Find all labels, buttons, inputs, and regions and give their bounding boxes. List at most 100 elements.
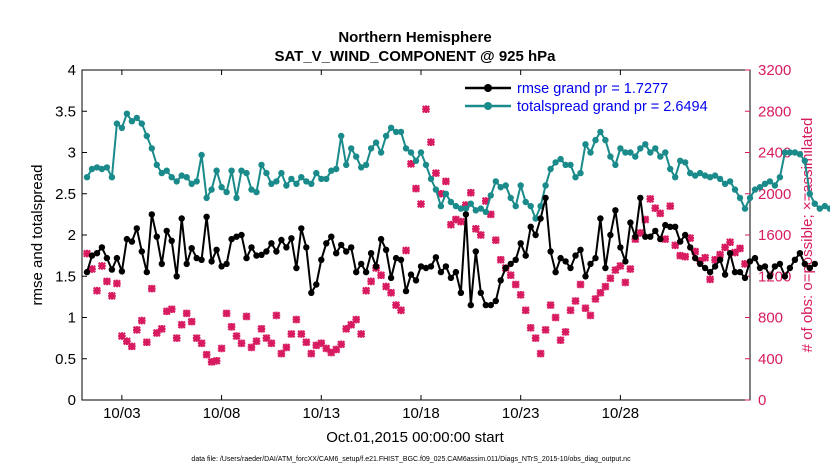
totalspread-point [313,169,320,177]
rmse-point [632,233,639,240]
rmse-point [527,223,534,230]
totalspread-point [432,186,440,193]
totalspread-point [731,186,739,193]
totalspread-point [308,180,315,187]
totalspread-point [517,182,524,189]
obs-point [327,348,336,357]
totalspread-point [617,145,624,152]
obs-point [461,201,470,210]
y-left-tick-label: 3 [68,145,76,162]
y-right-tick-label: 400 [758,351,783,368]
obs-point [107,291,116,300]
totalspread-point [168,174,175,181]
obs-point [282,343,291,352]
rmse-point [308,289,315,296]
totalspread-point [647,149,654,156]
obs-point [302,338,311,347]
totalspread-point [492,178,499,185]
totalspread-point [392,128,400,136]
obs-point [387,288,396,297]
rmse-point [218,263,225,270]
totalspread-point [572,174,579,181]
totalspread-point [123,110,131,117]
rmse-point [736,268,744,276]
rmse-point [313,281,320,288]
totalspread-point [522,198,529,206]
rmse-point [627,219,634,226]
obs-point [367,277,376,286]
rmse-point [522,252,529,259]
obs-point [412,184,420,193]
rmse-point [188,245,195,252]
totalspread-point [273,178,280,185]
obs-point [262,334,271,343]
rmse-point [273,248,280,255]
totalspread-point [746,194,754,202]
totalspread-point [83,174,91,181]
obs-point [531,334,540,343]
totalspread-point [716,175,724,183]
totalspread-point [233,194,240,202]
obs-point [402,246,411,255]
rmse-point [138,248,145,255]
rmse-point [652,227,659,235]
obs-point [322,344,331,353]
rmse-point [706,268,714,276]
obs-point [227,322,236,331]
totalspread-point [442,190,450,197]
obs-point [362,286,371,295]
totalspread-point [706,174,714,181]
obs-point [471,224,480,233]
rmse-point [402,287,410,295]
rmse-point [387,274,395,282]
obs-point [407,159,415,168]
rmse-point [592,254,599,262]
obs-point [566,306,575,315]
totalspread-point [208,186,215,193]
totalspread-point [198,151,205,159]
rmse-point [472,248,479,255]
totalspread-point [148,145,155,152]
obs-point [172,334,181,343]
totalspread-point [602,136,609,144]
totalspread-point [487,192,494,199]
y-right-tick-label: 2000 [758,186,791,203]
obs-point [92,286,101,295]
y-left-tick-label: 0 [68,392,76,409]
obs-point [586,311,595,320]
obs-point [421,105,430,114]
totalspread-point [188,180,195,187]
rmse-point [407,271,415,278]
obs-point [117,332,126,341]
totalspread-point [562,161,569,169]
obs-point [202,350,211,359]
totalspread-point [288,175,295,183]
rmse-point [587,260,594,268]
totalspread-point [298,174,305,181]
obs-point [441,177,450,186]
rmse-point [382,246,390,253]
totalspread-point [662,149,669,156]
obs-point [616,261,625,270]
x-axis-ticks: 10/03 10/08 10/13 10/18 10/23 10/28 [103,70,639,422]
rmse-point [776,260,784,268]
obs-point [377,271,386,280]
totalspread-point [283,182,290,189]
rmse-point [108,266,116,273]
rmse-point [447,274,455,282]
rmse-point [567,264,574,272]
obs-point [347,320,356,329]
totalspread-point [776,174,784,181]
totalspread-point [258,161,265,169]
totalspread-point [412,157,420,164]
legend-rmse-marker [484,84,492,92]
obs-point [581,304,590,313]
obs-point [287,330,296,338]
rmse-point [253,252,260,259]
rmse-point [208,258,215,265]
rmse-point [701,264,709,272]
totalspread-point [781,149,789,156]
obs-point [451,215,460,224]
totalspread-point [183,174,190,181]
